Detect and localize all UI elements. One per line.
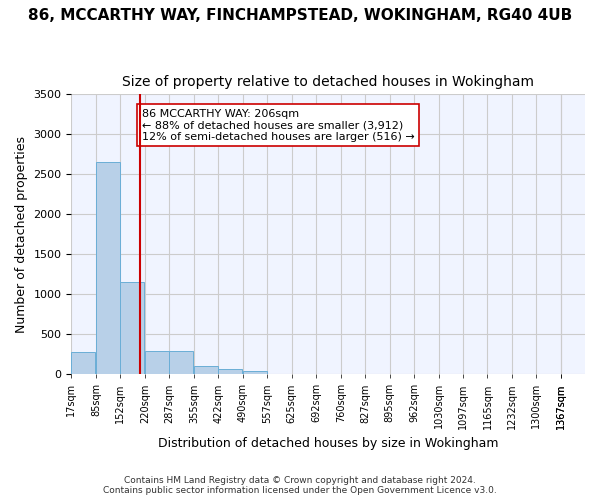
Bar bbox=[243, 370, 266, 374]
Bar bbox=[96, 162, 120, 374]
Y-axis label: Number of detached properties: Number of detached properties bbox=[15, 136, 28, 332]
Text: 86 MCCARTHY WAY: 206sqm
← 88% of detached houses are smaller (3,912)
12% of semi: 86 MCCARTHY WAY: 206sqm ← 88% of detache… bbox=[142, 108, 415, 142]
Title: Size of property relative to detached houses in Wokingham: Size of property relative to detached ho… bbox=[122, 75, 534, 89]
Bar bbox=[169, 352, 193, 374]
Bar bbox=[145, 351, 169, 374]
Bar bbox=[194, 366, 218, 374]
Bar bbox=[218, 369, 242, 374]
Bar bbox=[71, 352, 95, 374]
X-axis label: Distribution of detached houses by size in Wokingham: Distribution of detached houses by size … bbox=[158, 437, 499, 450]
Bar bbox=[121, 282, 144, 374]
Text: Contains HM Land Registry data © Crown copyright and database right 2024.
Contai: Contains HM Land Registry data © Crown c… bbox=[103, 476, 497, 495]
Text: 86, MCCARTHY WAY, FINCHAMPSTEAD, WOKINGHAM, RG40 4UB: 86, MCCARTHY WAY, FINCHAMPSTEAD, WOKINGH… bbox=[28, 8, 572, 22]
